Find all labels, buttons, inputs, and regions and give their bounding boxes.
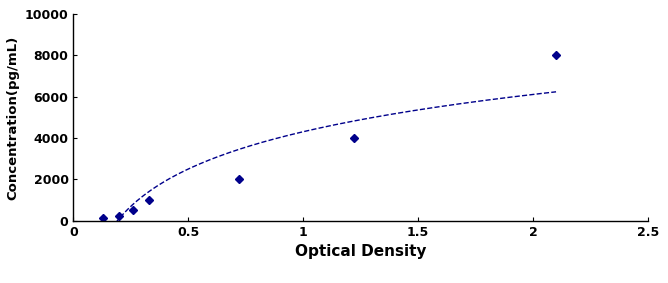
X-axis label: Optical Density: Optical Density — [295, 244, 426, 259]
Y-axis label: Concentration(pg/mL): Concentration(pg/mL) — [6, 35, 19, 200]
